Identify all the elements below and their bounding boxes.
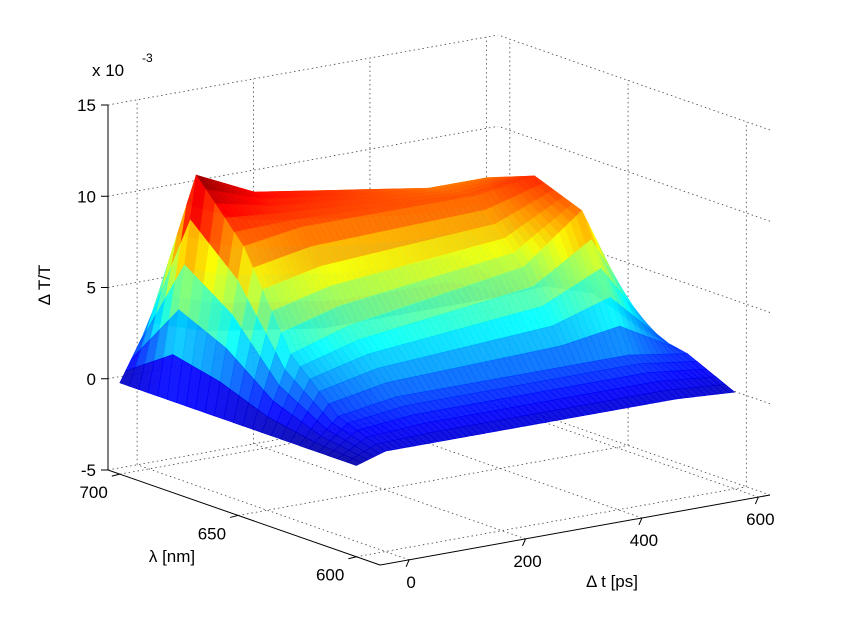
wall-gridline-z — [497, 34, 771, 131]
y-tick — [229, 514, 239, 518]
tick-labels: -5 0 5 10 15 600 650 700 0 200 400 600 — [77, 96, 774, 592]
y-axis-label: λ [nm] — [149, 547, 195, 566]
y-tick — [111, 473, 120, 477]
x-tick — [522, 538, 526, 547]
x-tick-label: 600 — [746, 510, 774, 529]
floor-gridline-x — [253, 443, 526, 540]
z-tick-label: 10 — [77, 187, 96, 206]
floor-gridline-x — [369, 422, 643, 519]
x-tick — [638, 517, 643, 526]
wall-gridline-z — [497, 399, 771, 496]
z-multiplier: x 10 — [92, 61, 124, 80]
x-axis-line — [379, 494, 771, 566]
y-tick-label: 650 — [198, 524, 226, 543]
floor-gridline-x — [136, 464, 410, 561]
wall-gridline-z — [107, 125, 499, 197]
wall-gridline-z — [497, 217, 771, 313]
surface-patch — [346, 458, 363, 466]
surface — [119, 174, 736, 466]
x-tick-label: 400 — [630, 531, 658, 550]
wall-gridline-z — [107, 34, 499, 106]
z-axis-label: Δ T/T — [35, 265, 54, 306]
axes — [101, 104, 771, 567]
y-tick — [348, 556, 357, 560]
y-tick-label: 600 — [316, 566, 344, 585]
y-axis-line — [107, 469, 381, 566]
x-tick — [405, 559, 410, 567]
z-tick-label: 5 — [87, 279, 96, 298]
x-tick-label: 0 — [406, 573, 415, 592]
z-multiplier-exponent: -3 — [142, 51, 153, 65]
z-tick-label: 0 — [87, 370, 96, 389]
floor-gridline-x — [486, 401, 759, 498]
floor-gridline-y — [238, 445, 629, 516]
z-tick-label: -5 — [81, 461, 96, 480]
x-axis-label: Δ t [ps] — [586, 572, 638, 591]
z-tick-label: 15 — [77, 96, 96, 115]
wall-gridline-z — [497, 125, 771, 222]
x-tick-label: 200 — [513, 552, 541, 571]
y-tick-label: 700 — [79, 483, 107, 502]
floor-gridline-y — [356, 486, 747, 558]
x-tick — [754, 496, 759, 505]
